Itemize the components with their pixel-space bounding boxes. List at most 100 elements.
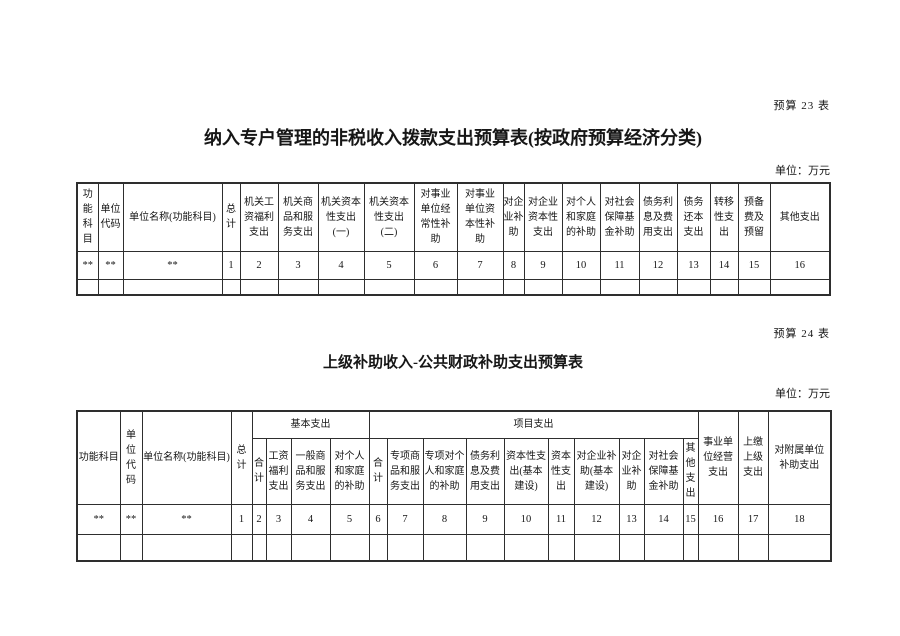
- code-cell: 3: [265, 503, 292, 535]
- header-cell: 对个人 和家庭 的补助: [329, 437, 370, 505]
- code-cell: 3: [277, 250, 319, 280]
- header-cell: 功能科目: [76, 410, 121, 505]
- budget-24-unit-label: 单位：万元: [775, 388, 830, 400]
- code-cell: 10: [561, 250, 601, 280]
- header-cell: 资本性支 出(基本 建设): [503, 437, 549, 505]
- header-cell: 总 计: [230, 410, 253, 505]
- header-cell: 对事业 单位资 本性补 助: [456, 182, 504, 252]
- empty-cell: [643, 533, 684, 562]
- header-cell: 上缴 上级 支出: [737, 410, 769, 505]
- empty-cell: [368, 533, 388, 562]
- code-cell: 11: [599, 250, 640, 280]
- code-cell: 8: [422, 503, 467, 535]
- code-cell: 14: [709, 250, 739, 280]
- code-cell: 4: [317, 250, 365, 280]
- header-cell: 对附属单位 补助支出: [767, 410, 832, 505]
- empty-cell: [230, 533, 253, 562]
- empty-cell: [697, 533, 739, 562]
- header-cell: 债务利 息及费 用支出: [638, 182, 678, 252]
- code-cell: **: [97, 250, 124, 280]
- empty-cell: [502, 278, 525, 296]
- table24-group-row: 功能科目 单 位 代 码 单位名称(功能科目) 总 计 基本支出 项目支出 事业…: [76, 410, 832, 505]
- code-cell: 6: [368, 503, 388, 535]
- code-cell: **: [76, 503, 121, 535]
- header-cell: 机关商 品和服 务支出: [277, 182, 319, 252]
- empty-cell: [251, 533, 267, 562]
- header-cell: 预备 费及 预留: [737, 182, 771, 252]
- empty-cell: [709, 278, 739, 296]
- header-cell: 对个人 和家庭 的补助: [561, 182, 601, 252]
- empty-cell: [465, 533, 505, 562]
- empty-cell: [76, 533, 121, 562]
- header-cell: 对企 业补 助: [618, 437, 645, 505]
- empty-cell: [265, 533, 292, 562]
- code-cell: 5: [329, 503, 370, 535]
- empty-cell: [503, 533, 549, 562]
- header-cell: 其他支出: [769, 182, 831, 252]
- empty-cell: [386, 533, 424, 562]
- header-cell: 其 他 支 出: [682, 437, 699, 505]
- empty-cell: [141, 533, 232, 562]
- code-cell: 1: [221, 250, 241, 280]
- code-cell: 12: [638, 250, 678, 280]
- header-cell: 对企 业补 助: [502, 182, 525, 252]
- code-cell: 5: [363, 250, 415, 280]
- empty-cell: [676, 278, 711, 296]
- empty-cell: [618, 533, 645, 562]
- code-cell: 9: [523, 250, 563, 280]
- empty-cell: [638, 278, 678, 296]
- code-cell: 16: [769, 250, 831, 280]
- code-cell: 17: [737, 503, 769, 535]
- empty-cell: [239, 278, 279, 296]
- header-cell: 单 位 代 码: [119, 410, 143, 505]
- code-cell: 4: [290, 503, 331, 535]
- empty-cell: [523, 278, 563, 296]
- code-cell: 18: [767, 503, 832, 535]
- budget-23-corner-label: 预算 23 表: [773, 100, 830, 112]
- empty-cell: [329, 533, 370, 562]
- code-cell: 8: [502, 250, 525, 280]
- header-cell: 对企业补 助(基本 建设): [573, 437, 620, 505]
- header-cell: 机关资本 性支出 (二): [363, 182, 415, 252]
- empty-cell: [122, 278, 223, 296]
- empty-cell: [119, 533, 143, 562]
- header-cell: 债务 还本 支出: [676, 182, 711, 252]
- table24-empty-row: [76, 533, 832, 562]
- code-cell: 9: [465, 503, 505, 535]
- empty-cell: [317, 278, 365, 296]
- code-cell: 13: [618, 503, 645, 535]
- header-cell: 转移 性支 出: [709, 182, 739, 252]
- code-cell: 15: [737, 250, 771, 280]
- group-header-basic: 基本支出: [251, 410, 370, 439]
- empty-cell: [363, 278, 415, 296]
- table23-empty-row: [76, 278, 831, 296]
- header-cell: 机关工 资福利 支出: [239, 182, 279, 252]
- code-cell: 7: [456, 250, 504, 280]
- header-cell: 对社会 保障基 金补助: [599, 182, 640, 252]
- budget-23-table: 功能 科目 单位 代码 单位名称(功能科目) 总 计 机关工 资福利 支出 机关…: [76, 182, 831, 296]
- code-cell: 16: [697, 503, 739, 535]
- group-header-project: 项目支出: [368, 410, 699, 439]
- budget-23-title: 纳入专户管理的非税收入拨款支出预算表(按政府预算经济分类): [204, 128, 702, 148]
- empty-cell: [737, 278, 771, 296]
- code-cell: **: [76, 250, 99, 280]
- code-cell: 1: [230, 503, 253, 535]
- empty-cell: [76, 278, 99, 296]
- empty-cell: [599, 278, 640, 296]
- header-cell: 合 计: [368, 437, 388, 505]
- header-cell: 专项对个 人和家庭 的补助: [422, 437, 467, 505]
- code-cell: 7: [386, 503, 424, 535]
- empty-cell: [769, 278, 831, 296]
- empty-cell: [561, 278, 601, 296]
- header-cell: 专项商 品和服 务支出: [386, 437, 424, 505]
- code-cell: 2: [239, 250, 279, 280]
- table24-subheader-row: 合 计 工资 福利 支出 一般商 品和服 务支出 对个人 和家庭 的补助 合 计…: [77, 437, 831, 505]
- empty-cell: [573, 533, 620, 562]
- code-cell: **: [141, 503, 232, 535]
- header-cell: 工资 福利 支出: [265, 437, 292, 505]
- code-cell: 15: [682, 503, 699, 535]
- empty-cell: [682, 533, 699, 562]
- code-cell: **: [119, 503, 143, 535]
- header-cell: 功能 科目: [76, 182, 99, 252]
- empty-cell: [547, 533, 575, 562]
